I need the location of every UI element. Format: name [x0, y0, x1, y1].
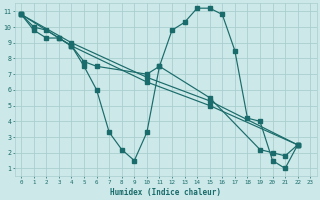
X-axis label: Humidex (Indice chaleur): Humidex (Indice chaleur) [110, 188, 221, 197]
